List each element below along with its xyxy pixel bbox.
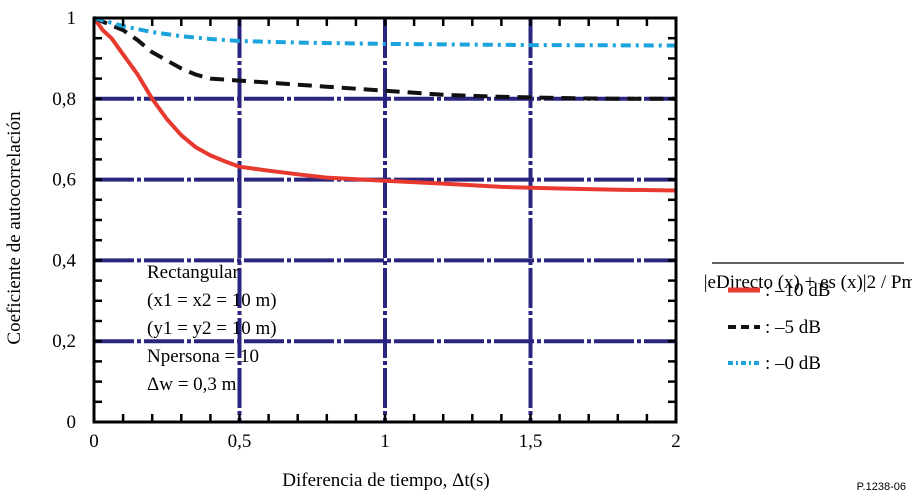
annotation-y: (y1 = y2 = 10 m)	[147, 318, 277, 339]
tick-labels: 0 0,5 1 1,5 2 0 0,2 0,4 0,6 0,8 1	[52, 8, 681, 452]
x-tick-label: 1,5	[519, 431, 543, 452]
x-axis-title: Diferencia de tiempo, Δt(s)	[282, 470, 489, 491]
series-line	[92, 16, 677, 193]
y-tick-label: 0,6	[52, 170, 76, 191]
annotation-dw: Δw = 0,3 m	[147, 374, 237, 395]
legend-label: : –5 dB	[765, 317, 821, 338]
annotation-x: (x1 = x2 = 10 m)	[147, 290, 277, 311]
y-tick-label: 0	[67, 412, 77, 433]
grid-layer	[94, 18, 676, 422]
y-tick-label: 0,4	[52, 250, 76, 271]
series-line	[93, 16, 677, 48]
x-tick-label: 2	[671, 431, 681, 452]
figure-reference: P.1238-06	[857, 481, 906, 493]
y-tick-label: 1	[67, 8, 77, 29]
parameters-annotation: Rectangular (x1 = x2 = 10 m) (y1 = y2 = …	[147, 262, 277, 395]
series-line	[93, 16, 676, 101]
ticks-layer	[94, 18, 676, 422]
legend: : –10 dB : –5 dB : –0 dB	[728, 280, 830, 374]
annotation-shape: Rectangular	[147, 262, 239, 283]
legend-label: : –10 dB	[765, 280, 830, 301]
annotation-npersona: Npersona = 10	[147, 346, 259, 367]
x-tick-label: 1	[380, 431, 390, 452]
y-tick-label: 0,2	[52, 331, 76, 352]
y-tick-label: 0,8	[52, 89, 76, 110]
legend-label: : –0 dB	[765, 353, 821, 374]
series-layer	[92, 16, 677, 193]
x-tick-label: 0,5	[228, 431, 252, 452]
x-tick-label: 0	[89, 431, 99, 452]
y-axis-title: Coeficiente de autocorrelación	[4, 111, 25, 345]
